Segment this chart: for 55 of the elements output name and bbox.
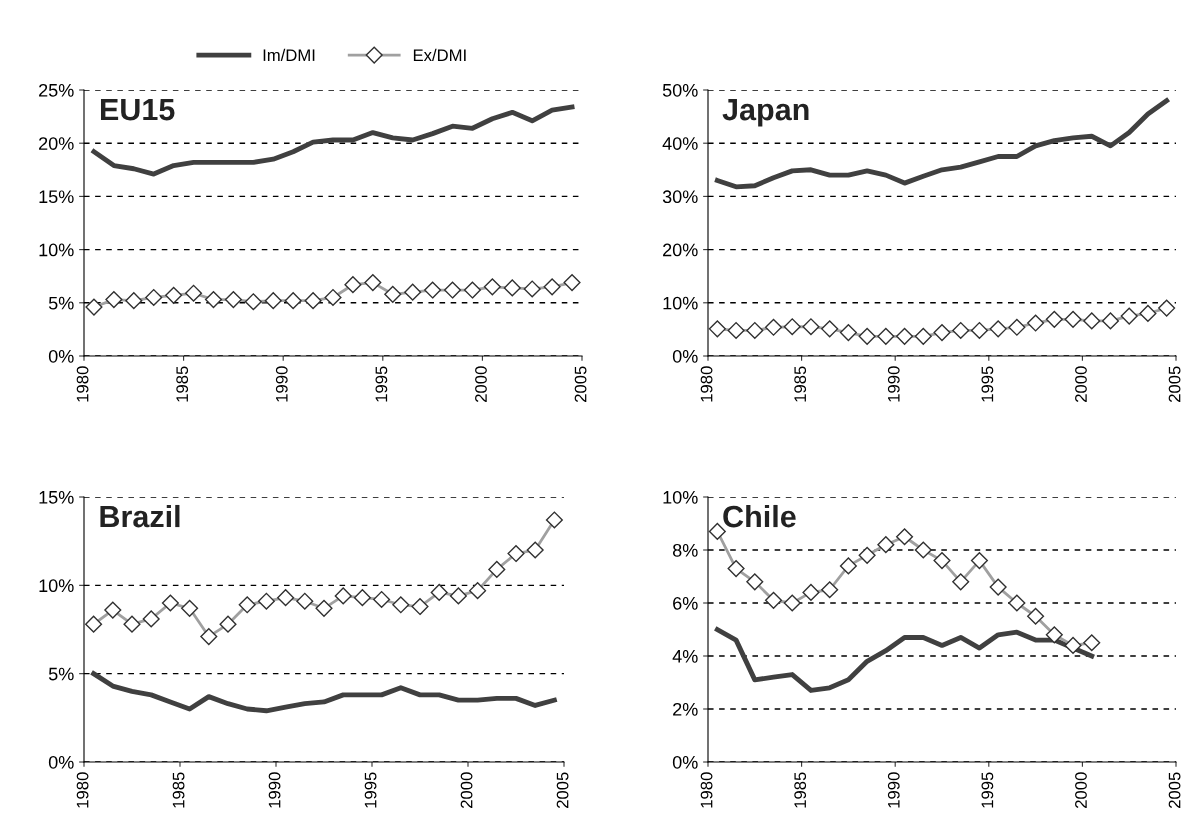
x-tick-label: 1995 — [364, 772, 377, 808]
y-tick-label: 20% — [663, 243, 698, 257]
legend-label: Ex/DMI — [413, 48, 466, 62]
chart-title: EU15 — [100, 99, 175, 121]
x-tick-label: 2000 — [475, 366, 487, 402]
y-tick-label: 50% — [662, 83, 698, 97]
x-tick-label: 1980 — [76, 366, 89, 402]
y-tick-label: 2% — [673, 702, 698, 716]
y-tick-label: 10% — [39, 243, 74, 257]
y-tick-label: 10% — [39, 579, 74, 593]
x-tick-label: 1985 — [172, 772, 185, 808]
y-tick-label: 5% — [48, 296, 74, 310]
x-tick-label: 2000 — [1075, 366, 1087, 402]
x-tick-label: 2005 — [574, 366, 587, 402]
x-tick-label: 1980 — [76, 772, 89, 808]
y-tick-label: 0% — [48, 755, 74, 769]
x-tick-label: 1995 — [981, 366, 994, 402]
x-tick-label: 1980 — [700, 366, 713, 402]
legend-label: Im/DMI — [263, 48, 315, 62]
chart-title: Chile — [723, 504, 796, 528]
y-tick-label: 0% — [48, 349, 74, 363]
y-tick-label: 4% — [672, 650, 698, 663]
x-tick-label: 2005 — [556, 772, 569, 808]
chart-title: Brazil — [100, 504, 180, 528]
line-series — [714, 626, 1095, 693]
x-tick-label: 2000 — [460, 772, 473, 808]
x-tick-label: 2005 — [1168, 366, 1181, 402]
x-tick-label: 1985 — [176, 366, 189, 402]
y-tick-label: 15% — [39, 491, 74, 504]
y-tick-label: 15% — [39, 190, 74, 204]
x-tick-label: 1995 — [981, 772, 994, 808]
x-tick-label: 2000 — [1075, 772, 1087, 808]
x-tick-label: 1995 — [375, 366, 388, 402]
y-tick-label: 25% — [39, 83, 74, 97]
y-tick-label: 0% — [672, 349, 698, 363]
y-tick-label: 10% — [663, 296, 698, 310]
y-tick-label: 40% — [662, 137, 698, 150]
y-tick-label: 10% — [663, 490, 698, 504]
x-tick-label: 1990 — [268, 772, 281, 808]
x-tick-label: 2005 — [1168, 772, 1181, 808]
chart-title: Japan — [722, 99, 809, 127]
y-tick-label: 6% — [673, 596, 698, 610]
y-tick-label: 5% — [48, 667, 74, 681]
y-tick-label: 8% — [672, 543, 698, 557]
line-series — [91, 671, 557, 714]
x-tick-label: 1990 — [887, 366, 900, 402]
y-tick-label: 30% — [662, 190, 698, 204]
line-series — [714, 98, 1170, 190]
x-tick-label: 1980 — [700, 772, 713, 808]
y-tick-label: 0% — [672, 755, 698, 769]
y-tick-label: 20% — [39, 137, 74, 150]
x-tick-label: 1985 — [794, 772, 807, 808]
x-tick-label: 1990 — [887, 772, 900, 808]
x-tick-label: 1985 — [794, 366, 807, 402]
x-tick-label: 1990 — [275, 366, 288, 402]
